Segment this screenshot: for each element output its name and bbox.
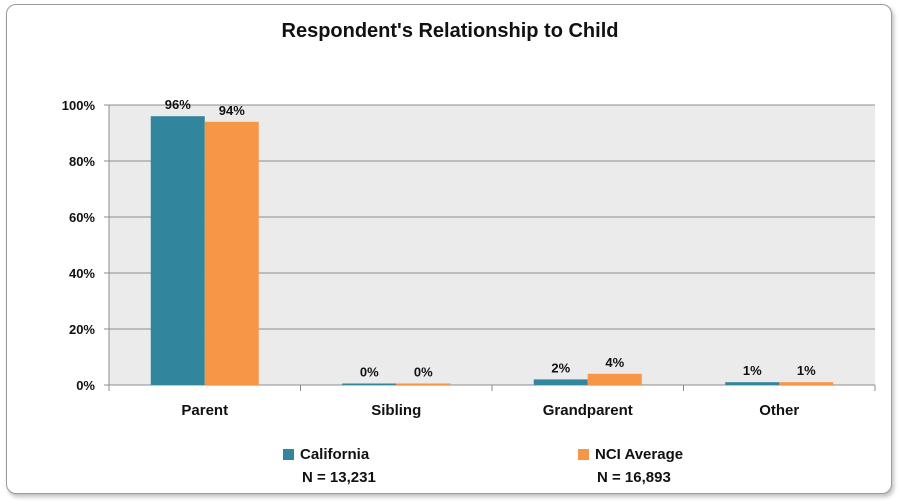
x-tick-label: Parent [181, 402, 228, 419]
legend-label-nci-average: NCI Average [595, 446, 684, 463]
chart-title: Respondent's Relationship to Child [281, 20, 619, 42]
y-tick-label: 40% [69, 266, 95, 281]
legend-swatch-nci-average [578, 449, 589, 460]
bar [342, 383, 397, 385]
x-tick-label: Grandparent [543, 402, 633, 419]
data-label: 2% [551, 360, 570, 375]
data-label: 0% [414, 365, 433, 380]
legend-n-california: N = 13,231 [302, 469, 376, 486]
bar [396, 383, 451, 385]
data-label: 96% [165, 97, 191, 112]
legend-swatch-california [283, 449, 294, 460]
x-tick-label: Sibling [371, 402, 421, 419]
x-tick-label: Other [759, 402, 799, 419]
data-label: 1% [743, 363, 762, 378]
legend-label-california: California [300, 446, 370, 463]
y-tick-label: 20% [69, 322, 95, 337]
bar [587, 373, 642, 385]
legend-item-nci-average: NCI Average [578, 446, 683, 463]
data-label: 0% [360, 365, 379, 380]
y-tick-label: 80% [69, 154, 95, 169]
legend-n-nci-average: N = 16,893 [597, 469, 671, 486]
bar [204, 121, 259, 386]
legend-item-california: California [283, 446, 369, 463]
bar [779, 382, 834, 385]
data-label: 1% [797, 363, 816, 378]
bar [533, 379, 588, 385]
data-label: 4% [605, 355, 624, 370]
bar [150, 116, 205, 385]
y-tick-label: 100% [62, 98, 96, 113]
data-label: 94% [219, 103, 245, 118]
y-tick-label: 0% [76, 378, 95, 393]
y-tick-label: 60% [69, 210, 95, 225]
bar [725, 382, 780, 385]
